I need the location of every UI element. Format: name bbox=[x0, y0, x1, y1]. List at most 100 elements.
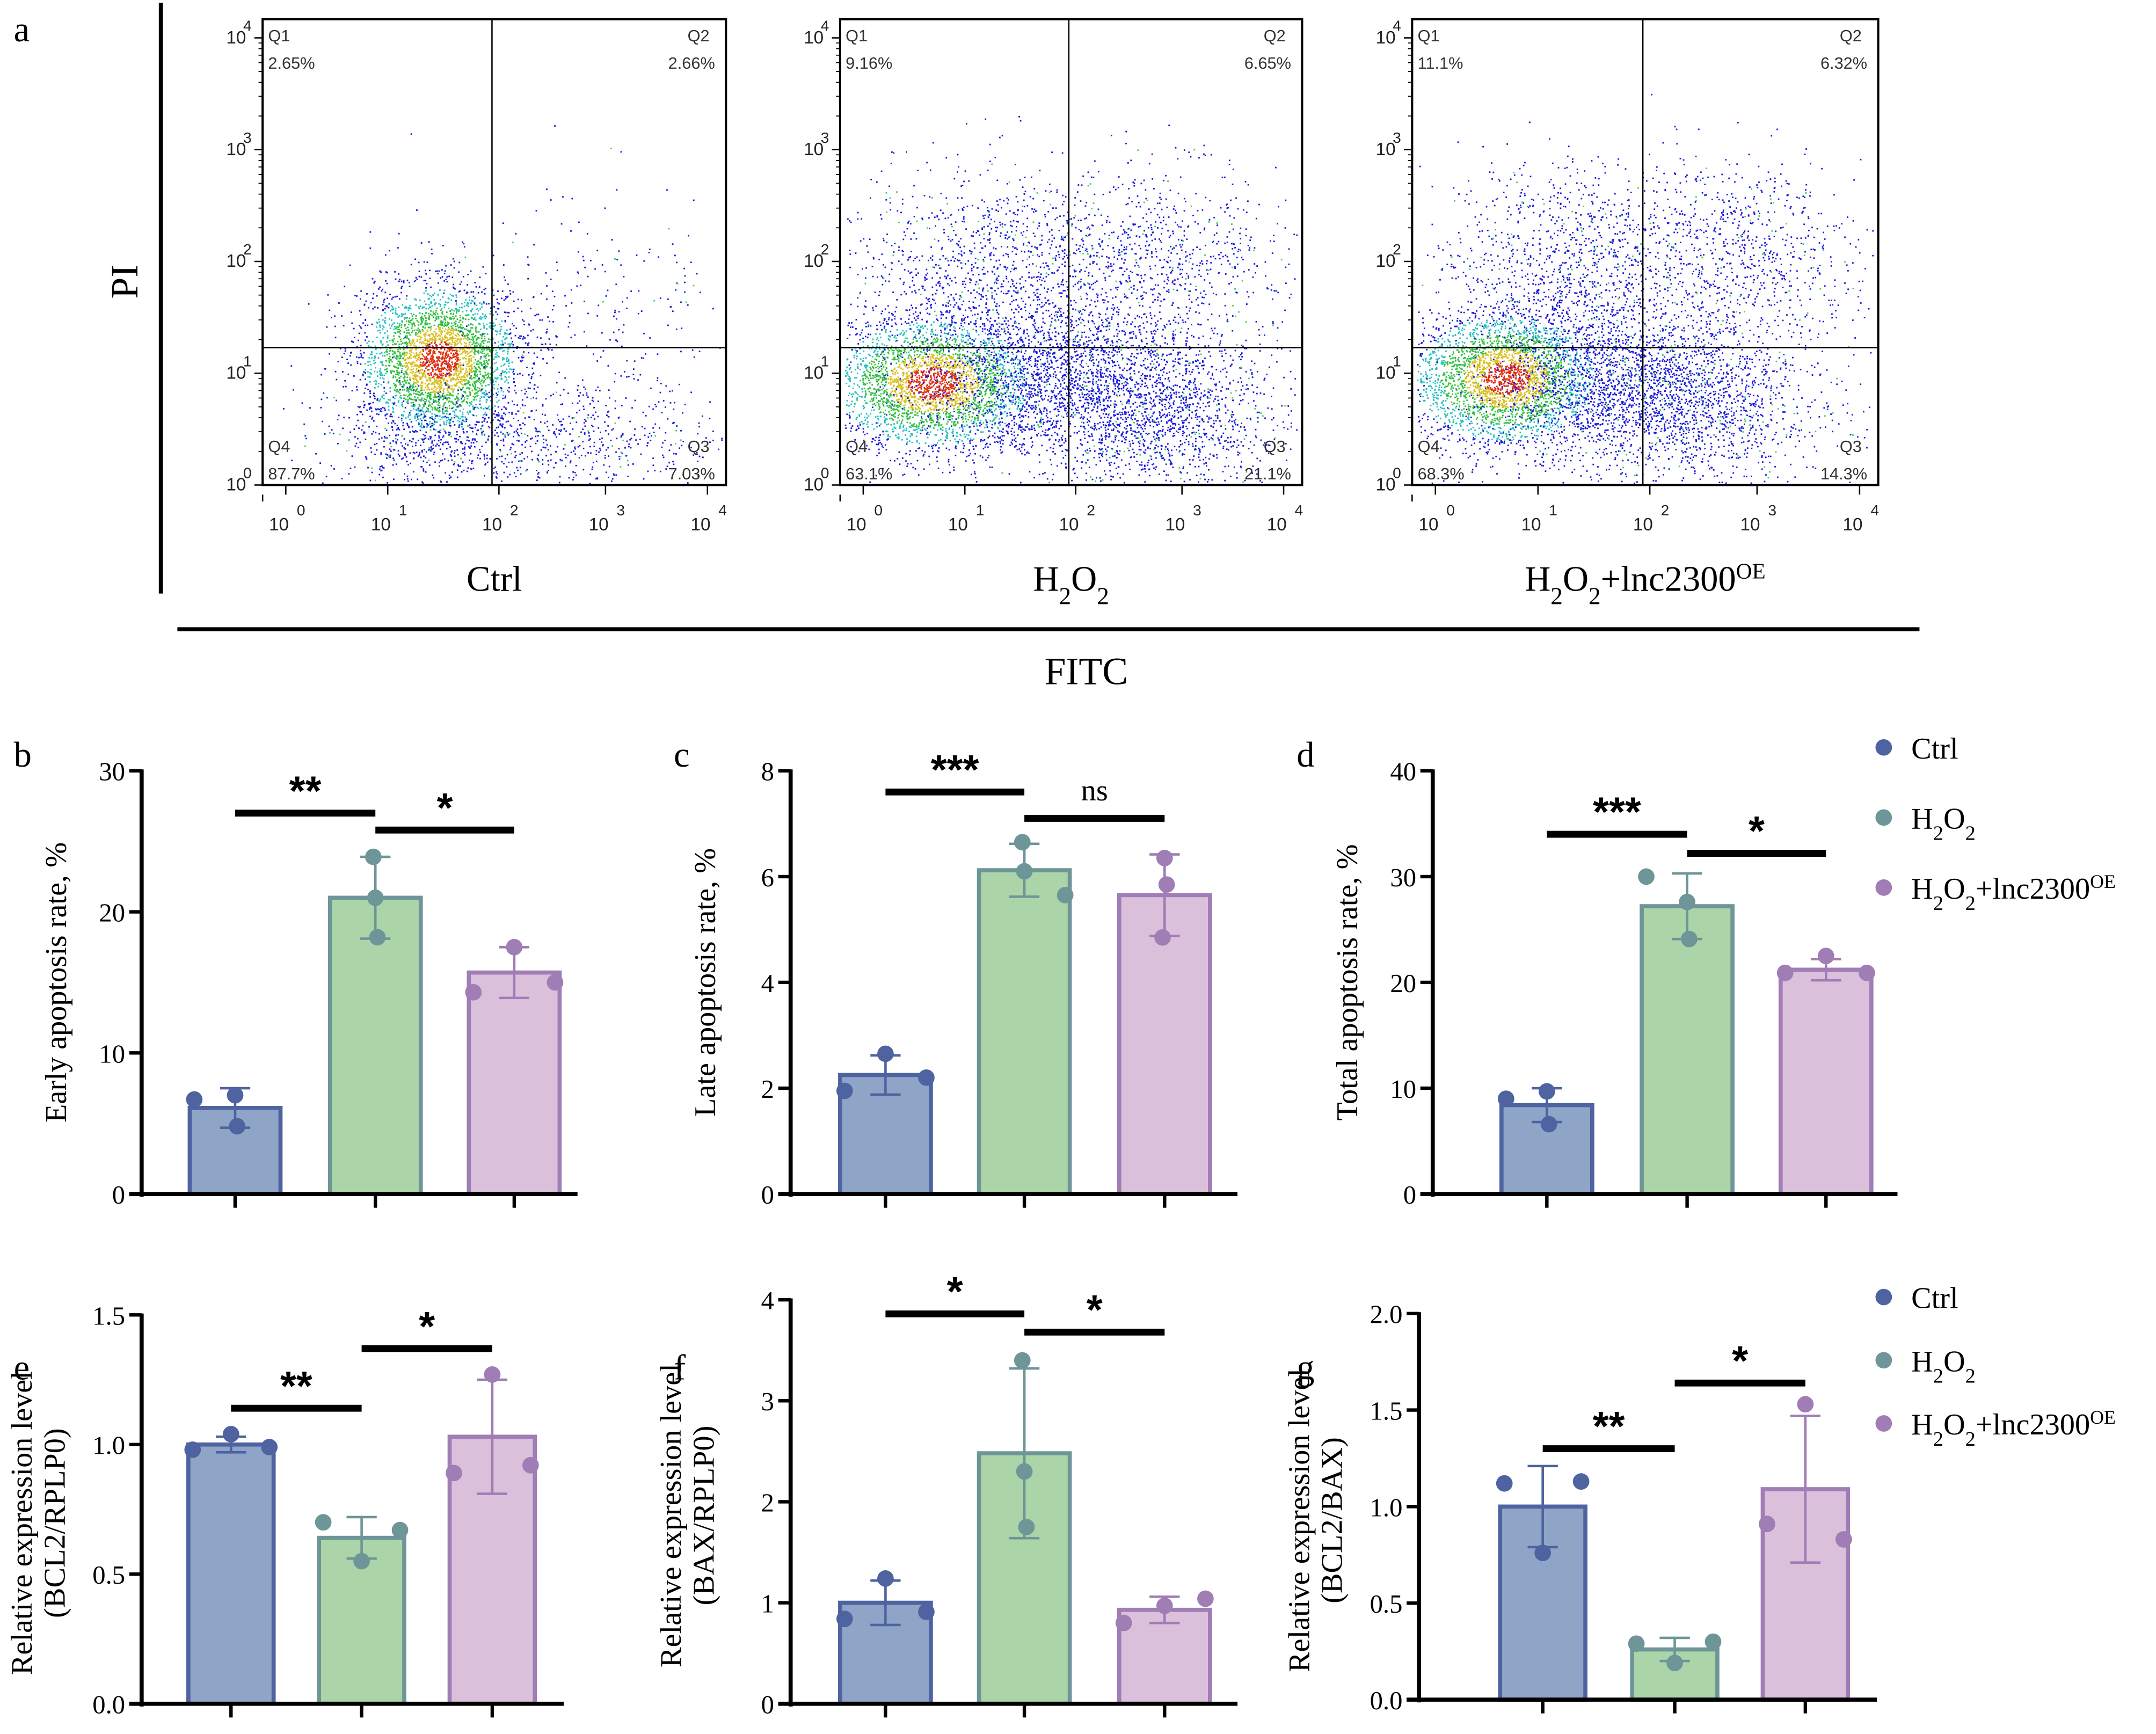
scatter-dot bbox=[452, 295, 454, 297]
scatter-dot bbox=[634, 428, 636, 430]
scatter-dot bbox=[705, 437, 707, 439]
scatter-dot bbox=[1018, 363, 1020, 366]
scatter-dot bbox=[436, 408, 438, 410]
scatter-dot bbox=[471, 368, 473, 370]
scatter-dot bbox=[441, 377, 443, 380]
scatter-dot bbox=[480, 363, 483, 366]
scatter-dot bbox=[453, 384, 455, 386]
scatter-dot bbox=[470, 338, 472, 340]
scatter-dot bbox=[653, 432, 655, 433]
scatter-dot bbox=[412, 375, 414, 377]
scatter-dot bbox=[423, 358, 425, 360]
scatter-dot bbox=[676, 282, 679, 285]
scatter-dot bbox=[456, 378, 458, 380]
scatter-dot bbox=[453, 369, 455, 371]
scatter-dot bbox=[936, 349, 938, 352]
scatter-dot bbox=[1019, 327, 1022, 330]
scatter-dot bbox=[339, 433, 341, 435]
scatter-dot bbox=[477, 349, 479, 352]
scatter-dot bbox=[645, 414, 647, 417]
scatter-dot bbox=[414, 417, 416, 419]
scatter-dot bbox=[495, 381, 497, 383]
scatter-dot bbox=[931, 344, 933, 346]
scatter-dot bbox=[374, 362, 376, 363]
scatter-dot bbox=[434, 343, 436, 345]
scatter-dot bbox=[1011, 396, 1013, 398]
scatter-dot bbox=[424, 383, 426, 385]
scatter-dot bbox=[423, 261, 425, 263]
scatter-dot bbox=[409, 305, 411, 307]
scatter-dot bbox=[497, 419, 499, 421]
scatter-dot bbox=[344, 286, 346, 288]
scatter-dot bbox=[986, 403, 988, 405]
scatter-dot bbox=[418, 410, 420, 412]
scatter-dot bbox=[556, 261, 558, 264]
scatter-dot bbox=[530, 377, 533, 380]
scatter-dot bbox=[461, 364, 463, 366]
scatter-dot bbox=[407, 309, 410, 311]
scatter-dot bbox=[470, 270, 472, 272]
scatter-dot bbox=[455, 349, 457, 351]
scatter-dot bbox=[490, 378, 492, 380]
scatter-dot bbox=[545, 455, 547, 457]
scatter-dot bbox=[443, 330, 446, 332]
scatter-dot bbox=[558, 371, 560, 374]
scatter-dot bbox=[470, 310, 472, 312]
scatter-dot bbox=[442, 245, 444, 246]
scatter-dot bbox=[419, 369, 421, 371]
scatter-dot bbox=[394, 397, 396, 399]
scatter-dot bbox=[392, 335, 395, 337]
scatter-dot bbox=[376, 425, 378, 427]
scatter-dot bbox=[489, 313, 491, 315]
scatter-dot bbox=[999, 350, 1001, 352]
scatter-dot bbox=[966, 455, 968, 457]
scatter-dot bbox=[712, 431, 714, 432]
scatter-dot bbox=[659, 470, 661, 472]
scatter-dot bbox=[476, 369, 478, 371]
scatter-dot bbox=[469, 331, 471, 333]
scatter-dot bbox=[565, 465, 566, 467]
scatter-dot bbox=[376, 399, 378, 401]
scatter-dot bbox=[378, 433, 380, 435]
scatter-dot bbox=[389, 434, 391, 436]
scatter-dot bbox=[458, 310, 460, 312]
scatter-dot bbox=[687, 482, 689, 484]
scatter-dot bbox=[420, 445, 422, 447]
scatter-dot bbox=[367, 345, 369, 347]
scatter-dot bbox=[463, 351, 465, 353]
scatter-dot bbox=[423, 333, 425, 336]
scatter-dot bbox=[465, 345, 468, 347]
scatter-dot bbox=[632, 463, 634, 465]
scatter-dot bbox=[479, 370, 481, 373]
scatter-dot bbox=[466, 470, 468, 472]
scatter-dot bbox=[858, 427, 860, 429]
scatter-dot bbox=[506, 296, 508, 298]
scatter-dot bbox=[446, 361, 448, 362]
scatter-dot bbox=[426, 355, 428, 358]
scatter-dot bbox=[914, 411, 916, 413]
scatter-dot bbox=[1008, 370, 1010, 372]
scatter-dot bbox=[455, 304, 457, 306]
x-tick-exponent: 0 bbox=[297, 502, 305, 519]
scatter-dot bbox=[591, 425, 593, 426]
scatter-dot bbox=[438, 440, 440, 442]
scatter-dot bbox=[368, 426, 370, 428]
scatter-dot bbox=[384, 332, 386, 334]
scatter-dot bbox=[1033, 371, 1035, 373]
scatter-dot bbox=[467, 436, 469, 439]
scatter-dot bbox=[484, 464, 486, 466]
scatter-dot bbox=[461, 471, 463, 473]
scatter-dot bbox=[474, 389, 476, 391]
scatter-dot bbox=[485, 392, 487, 395]
scatter-dot bbox=[519, 460, 521, 462]
scatter-dot bbox=[428, 315, 431, 317]
scatter-dot bbox=[604, 421, 606, 423]
scatter-dot bbox=[470, 359, 472, 361]
scatter-dot bbox=[466, 351, 468, 353]
scatter-dot bbox=[428, 369, 430, 371]
scatter-dot bbox=[493, 413, 495, 415]
scatter-dot bbox=[951, 404, 953, 406]
scatter-dot bbox=[462, 391, 464, 392]
scatter-dot bbox=[659, 427, 660, 429]
scatter-dot bbox=[447, 344, 449, 346]
